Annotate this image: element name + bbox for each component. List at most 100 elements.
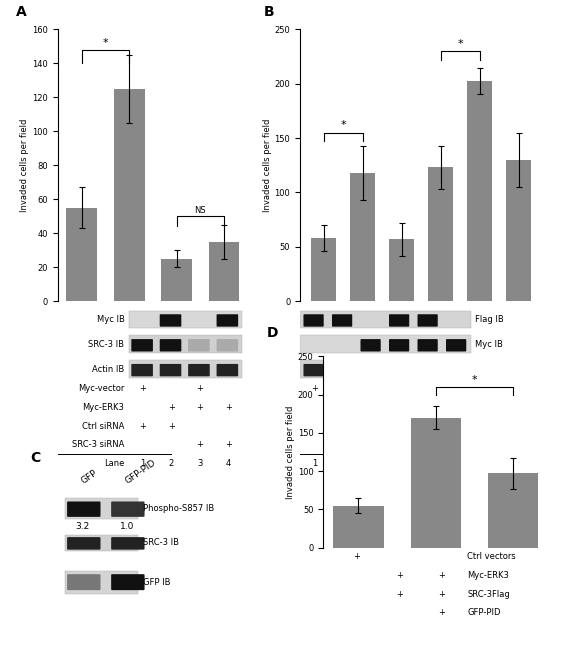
Text: 1: 1 xyxy=(140,459,145,468)
FancyBboxPatch shape xyxy=(132,364,153,376)
Bar xyxy=(66,208,97,301)
Text: SRC-3S857AFlag: SRC-3S857AFlag xyxy=(475,422,545,430)
Bar xyxy=(65,498,138,520)
Bar xyxy=(129,336,242,353)
FancyBboxPatch shape xyxy=(361,339,381,351)
Text: +: + xyxy=(354,552,361,561)
FancyBboxPatch shape xyxy=(361,364,381,376)
Text: SRC-3 IB: SRC-3 IB xyxy=(88,340,125,349)
FancyBboxPatch shape xyxy=(67,574,100,590)
Text: GFP-PID: GFP-PID xyxy=(467,608,501,618)
Bar xyxy=(65,571,138,594)
Text: SRC-3 IB: SRC-3 IB xyxy=(144,538,179,548)
FancyBboxPatch shape xyxy=(389,339,409,351)
Text: 1.0: 1.0 xyxy=(120,522,134,531)
Text: 1: 1 xyxy=(312,459,317,468)
FancyBboxPatch shape xyxy=(67,537,100,550)
FancyBboxPatch shape xyxy=(111,502,145,517)
FancyBboxPatch shape xyxy=(188,339,210,351)
FancyBboxPatch shape xyxy=(304,314,324,327)
Text: +: + xyxy=(168,403,175,411)
Text: 2: 2 xyxy=(168,459,174,468)
FancyBboxPatch shape xyxy=(304,364,324,376)
Text: 2: 2 xyxy=(340,459,346,468)
Text: SRC-3Flag: SRC-3Flag xyxy=(467,590,510,599)
Text: Myc IB: Myc IB xyxy=(96,315,125,324)
Bar xyxy=(311,238,336,301)
Text: +: + xyxy=(168,422,175,430)
Text: Myc-ERK3: Myc-ERK3 xyxy=(475,441,517,449)
Text: +: + xyxy=(339,403,346,411)
FancyBboxPatch shape xyxy=(67,502,100,517)
Text: +: + xyxy=(396,403,403,411)
Y-axis label: Invaded cells per field: Invaded cells per field xyxy=(263,119,272,212)
Text: +: + xyxy=(140,384,147,393)
Bar xyxy=(488,474,538,548)
Text: Myc-ERK3: Myc-ERK3 xyxy=(467,571,509,580)
Bar xyxy=(209,242,239,301)
Text: GFP-PID: GFP-PID xyxy=(123,457,158,485)
Bar xyxy=(300,360,471,378)
Bar xyxy=(114,89,145,301)
Bar xyxy=(300,310,471,329)
Bar xyxy=(506,160,531,301)
Text: *: * xyxy=(103,38,108,48)
Text: Lane: Lane xyxy=(475,459,496,468)
Text: 4: 4 xyxy=(226,459,231,468)
FancyBboxPatch shape xyxy=(332,314,352,327)
Text: NS: NS xyxy=(194,205,206,214)
FancyBboxPatch shape xyxy=(418,364,438,376)
Text: D: D xyxy=(267,327,278,340)
FancyBboxPatch shape xyxy=(389,364,409,376)
FancyBboxPatch shape xyxy=(418,339,438,351)
Bar xyxy=(350,173,376,301)
Text: SRC-3Flag: SRC-3Flag xyxy=(475,403,518,411)
Bar xyxy=(161,259,192,301)
Text: GFP IB: GFP IB xyxy=(144,577,171,586)
Text: Myc-vector: Myc-vector xyxy=(78,384,125,393)
Text: Myc IB: Myc IB xyxy=(475,340,503,349)
Text: +: + xyxy=(396,590,403,599)
FancyBboxPatch shape xyxy=(111,574,145,590)
Bar xyxy=(411,417,460,548)
FancyBboxPatch shape xyxy=(160,339,181,351)
Y-axis label: Invaded cells per field: Invaded cells per field xyxy=(20,119,29,212)
Text: 3: 3 xyxy=(369,459,374,468)
Text: +: + xyxy=(396,571,403,580)
Text: +: + xyxy=(439,571,445,580)
FancyBboxPatch shape xyxy=(389,314,409,327)
Text: *: * xyxy=(471,375,477,386)
FancyBboxPatch shape xyxy=(216,364,238,376)
Text: Ctrl vectors: Ctrl vectors xyxy=(467,552,516,561)
Text: Actin IB: Actin IB xyxy=(475,365,508,374)
Text: Phospho-S857 IB: Phospho-S857 IB xyxy=(144,504,215,513)
Text: 3: 3 xyxy=(197,459,203,468)
FancyBboxPatch shape xyxy=(188,364,210,376)
FancyBboxPatch shape xyxy=(332,364,352,376)
Text: SRC-3 siRNA: SRC-3 siRNA xyxy=(72,441,125,449)
Text: +: + xyxy=(396,441,403,449)
Text: +: + xyxy=(196,403,203,411)
Text: *: * xyxy=(340,121,346,130)
Text: C: C xyxy=(30,452,40,465)
Text: +: + xyxy=(439,590,445,599)
Text: 6: 6 xyxy=(454,459,459,468)
Bar xyxy=(389,239,414,301)
Text: 5: 5 xyxy=(426,459,431,468)
FancyBboxPatch shape xyxy=(216,314,238,327)
Bar xyxy=(129,360,242,378)
Text: Ctrl siRNA: Ctrl siRNA xyxy=(82,422,125,430)
Text: +: + xyxy=(439,608,445,618)
Bar xyxy=(300,336,471,353)
Text: Myc-ERK3: Myc-ERK3 xyxy=(83,403,125,411)
Text: +: + xyxy=(368,422,374,430)
Text: +: + xyxy=(196,441,203,449)
Text: GFP: GFP xyxy=(79,468,99,485)
FancyBboxPatch shape xyxy=(418,314,438,327)
Bar xyxy=(467,82,492,301)
Bar xyxy=(334,505,384,548)
Text: +: + xyxy=(225,441,231,449)
FancyBboxPatch shape xyxy=(132,339,153,351)
Text: +: + xyxy=(311,384,318,393)
Text: 4: 4 xyxy=(397,459,402,468)
